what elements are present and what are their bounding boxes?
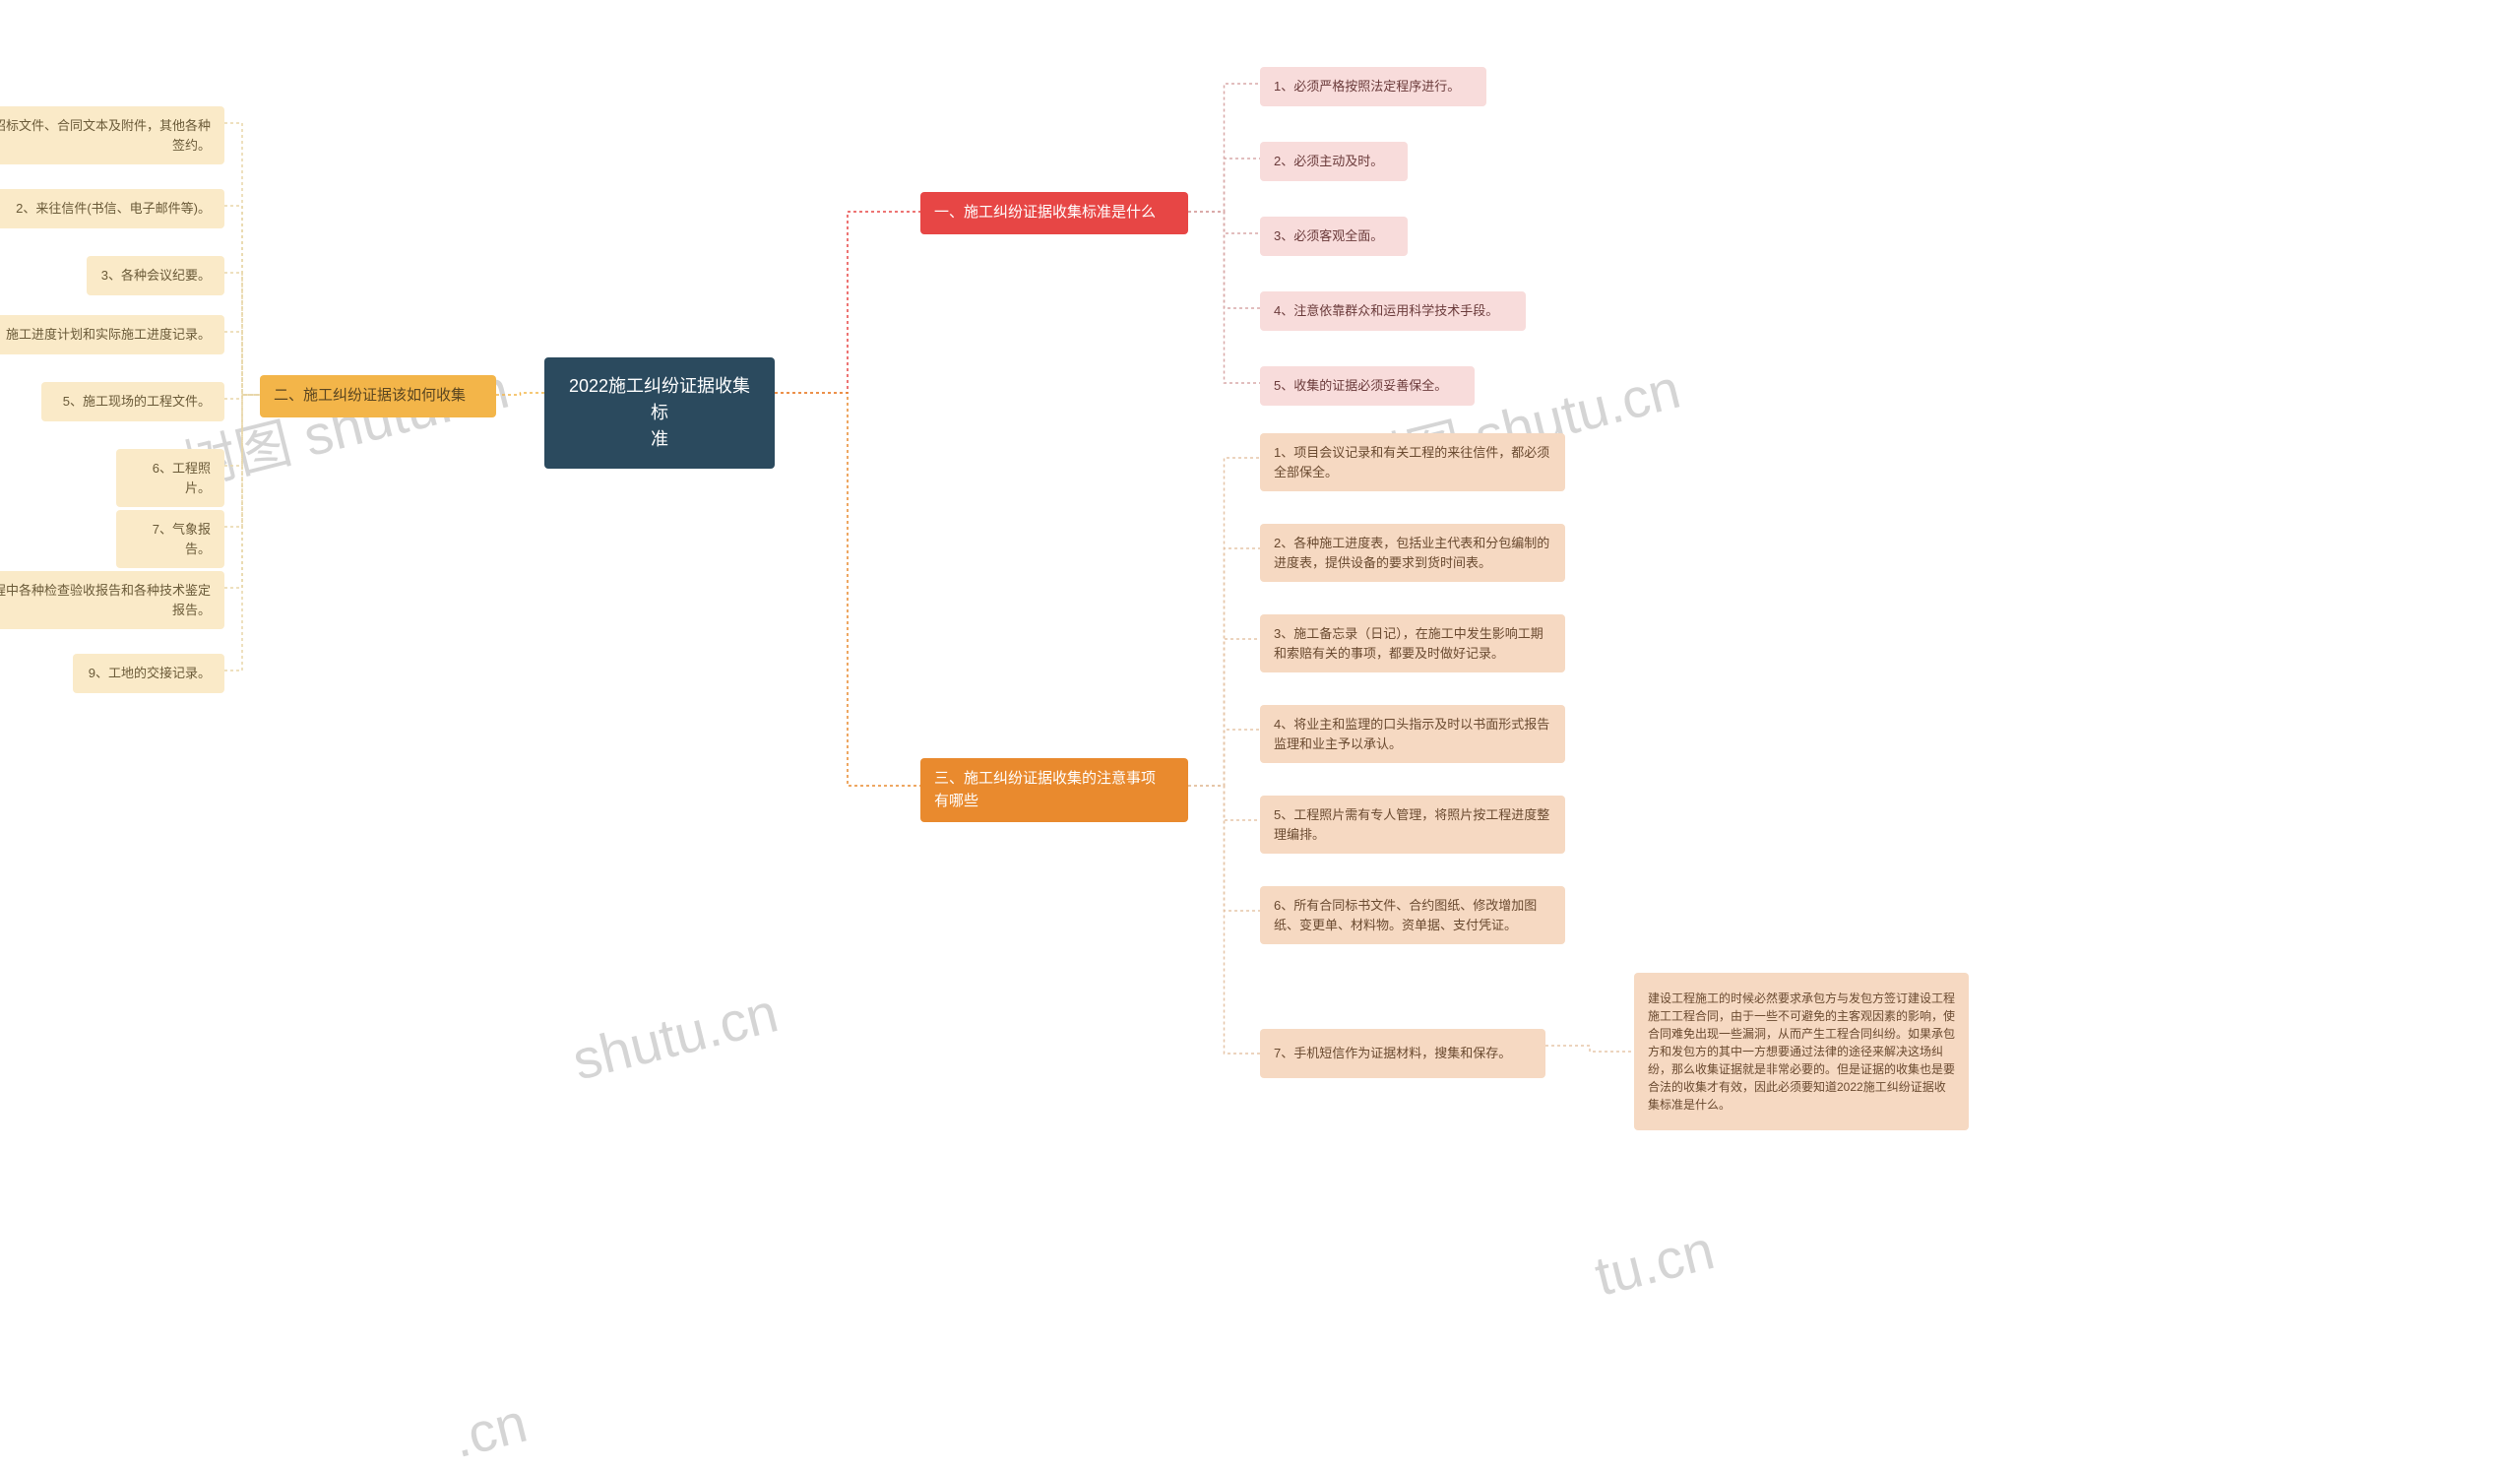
branch-3-leaf-4-label: 4、将业主和监理的口头指示及时以书面形式报告监理和业主予以承认。 bbox=[1274, 715, 1551, 753]
branch-3-leaf-2-label: 2、各种施工进度表，包括业主代表和分包编制的进度表，提供设备的要求到货时间表。 bbox=[1274, 534, 1551, 572]
branch-3-tail-label: 建设工程施工的时候必然要求承包方与发包方签订建设工程施工工程合同，由于一些不可避… bbox=[1648, 990, 1955, 1114]
branch-2-leaf-1[interactable]: 1、招标文件、合同文本及附件，其他各种签约。 bbox=[0, 106, 224, 164]
branch-3-leaf-1-label: 1、项目会议记录和有关工程的来往信件，都必须全部保全。 bbox=[1274, 443, 1551, 481]
watermark-text: .cn bbox=[446, 1391, 533, 1469]
branch-3[interactable]: 三、施工纠纷证据收集的注意事项有哪些 bbox=[920, 758, 1188, 822]
branch-1-label: 一、施工纠纷证据收集标准是什么 bbox=[934, 202, 1156, 224]
branch-3-tail[interactable]: 建设工程施工的时候必然要求承包方与发包方签订建设工程施工工程合同，由于一些不可避… bbox=[1634, 973, 1969, 1130]
branch-3-leaf-3[interactable]: 3、施工备忘录（日记），在施工中发生影响工期和索赔有关的事项，都要及时做好记录。 bbox=[1260, 614, 1565, 672]
branch-2-leaf-4-label: 4、施工进度计划和实际施工进度记录。 bbox=[0, 325, 211, 345]
root-label-line1: 2022施工纠纷证据收集标 bbox=[564, 373, 755, 426]
branch-2-leaf-3[interactable]: 3、各种会议纪要。 bbox=[87, 256, 224, 295]
branch-2-leaf-9-label: 9、工地的交接记录。 bbox=[89, 664, 211, 683]
branch-1-leaf-5-label: 5、收集的证据必须妥善保全。 bbox=[1274, 376, 1447, 396]
branch-2-leaf-2[interactable]: 2、来往信件(书信、电子邮件等)。 bbox=[0, 189, 224, 228]
branch-2-label: 二、施工纠纷证据该如何收集 bbox=[274, 385, 466, 408]
branch-2-leaf-5-label: 5、施工现场的工程文件。 bbox=[63, 392, 211, 412]
root-label-line2: 准 bbox=[651, 426, 668, 453]
branch-2-leaf-8-label: 8、工程中各种检查验收报告和各种技术鉴定报告。 bbox=[0, 581, 211, 619]
branch-1-leaf-1-label: 1、必须严格按照法定程序进行。 bbox=[1274, 77, 1460, 96]
watermark-text: shutu.cn bbox=[567, 981, 785, 1091]
branch-2-leaf-5[interactable]: 5、施工现场的工程文件。 bbox=[41, 382, 224, 421]
branch-2-leaf-8[interactable]: 8、工程中各种检查验收报告和各种技术鉴定报告。 bbox=[0, 571, 224, 629]
branch-1-leaf-4-label: 4、注意依靠群众和运用科学技术手段。 bbox=[1274, 301, 1498, 321]
branch-1-leaf-2[interactable]: 2、必须主动及时。 bbox=[1260, 142, 1408, 181]
branch-1-leaf-4[interactable]: 4、注意依靠群众和运用科学技术手段。 bbox=[1260, 291, 1526, 331]
watermark: shutu.cn bbox=[566, 980, 784, 1092]
branch-3-leaf-6-label: 6、所有合同标书文件、合约图纸、修改增加图纸、变更单、材料物。资单据、支付凭证。 bbox=[1274, 896, 1551, 934]
branch-1-leaf-5[interactable]: 5、收集的证据必须妥善保全。 bbox=[1260, 366, 1475, 406]
branch-3-leaf-5[interactable]: 5、工程照片需有专人管理，将照片按工程进度整理编排。 bbox=[1260, 796, 1565, 854]
branch-3-leaf-3-label: 3、施工备忘录（日记），在施工中发生影响工期和索赔有关的事项，都要及时做好记录。 bbox=[1274, 624, 1551, 663]
branch-3-leaf-4[interactable]: 4、将业主和监理的口头指示及时以书面形式报告监理和业主予以承认。 bbox=[1260, 705, 1565, 763]
branch-1[interactable]: 一、施工纠纷证据收集标准是什么 bbox=[920, 192, 1188, 234]
root-node[interactable]: 2022施工纠纷证据收集标准 bbox=[544, 357, 775, 469]
branch-2[interactable]: 二、施工纠纷证据该如何收集 bbox=[260, 375, 496, 417]
branch-2-leaf-7[interactable]: 7、气象报告。 bbox=[116, 510, 224, 568]
branch-3-label-line2: 有哪些 bbox=[934, 791, 978, 813]
branch-1-leaf-3[interactable]: 3、必须客观全面。 bbox=[1260, 217, 1408, 256]
watermark-text: tu.cn bbox=[1589, 1218, 1720, 1307]
branch-2-leaf-4[interactable]: 4、施工进度计划和实际施工进度记录。 bbox=[0, 315, 224, 354]
branch-3-leaf-1[interactable]: 1、项目会议记录和有关工程的来往信件，都必须全部保全。 bbox=[1260, 433, 1565, 491]
watermark: .cn bbox=[446, 1390, 533, 1470]
branch-2-leaf-6[interactable]: 6、工程照片。 bbox=[116, 449, 224, 507]
watermark: tu.cn bbox=[1589, 1217, 1721, 1308]
branch-3-leaf-7-label: 7、手机短信作为证据材料，搜集和保存。 bbox=[1274, 1044, 1511, 1063]
branch-2-leaf-1-label: 1、招标文件、合同文本及附件，其他各种签约。 bbox=[0, 116, 211, 155]
branch-2-leaf-6-label: 6、工程照片。 bbox=[130, 459, 211, 497]
branch-3-leaf-2[interactable]: 2、各种施工进度表，包括业主代表和分包编制的进度表，提供设备的要求到货时间表。 bbox=[1260, 524, 1565, 582]
branch-3-leaf-5-label: 5、工程照片需有专人管理，将照片按工程进度整理编排。 bbox=[1274, 805, 1551, 844]
branch-2-leaf-2-label: 2、来往信件(书信、电子邮件等)。 bbox=[16, 199, 211, 219]
branch-3-leaf-7[interactable]: 7、手机短信作为证据材料，搜集和保存。 bbox=[1260, 1029, 1545, 1078]
branch-1-leaf-2-label: 2、必须主动及时。 bbox=[1274, 152, 1383, 171]
branch-2-leaf-3-label: 3、各种会议纪要。 bbox=[101, 266, 211, 286]
branch-1-leaf-3-label: 3、必须客观全面。 bbox=[1274, 226, 1383, 246]
branch-3-leaf-6[interactable]: 6、所有合同标书文件、合约图纸、修改增加图纸、变更单、材料物。资单据、支付凭证。 bbox=[1260, 886, 1565, 944]
branch-2-leaf-9[interactable]: 9、工地的交接记录。 bbox=[73, 654, 224, 693]
branch-1-leaf-1[interactable]: 1、必须严格按照法定程序进行。 bbox=[1260, 67, 1486, 106]
branch-3-label-line1: 三、施工纠纷证据收集的注意事项 bbox=[934, 768, 1156, 791]
branch-2-leaf-7-label: 7、气象报告。 bbox=[130, 520, 211, 558]
